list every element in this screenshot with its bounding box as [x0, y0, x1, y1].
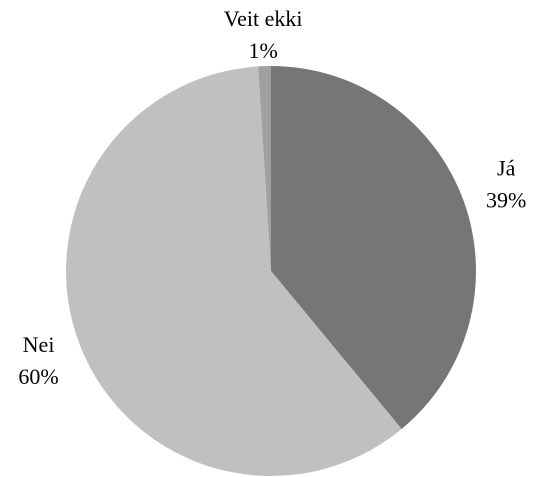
slice-label: Nei [23, 332, 55, 357]
slice-label: Veit ekki [224, 6, 303, 31]
slice-label: Já [497, 155, 516, 180]
pie-slice [271, 66, 476, 429]
slice-value-label: 39% [486, 187, 526, 212]
slice-value-label: 60% [18, 364, 58, 389]
pie-slice [258, 66, 271, 271]
pie-slice [65, 66, 402, 477]
slice-value-label: 1% [248, 38, 277, 63]
